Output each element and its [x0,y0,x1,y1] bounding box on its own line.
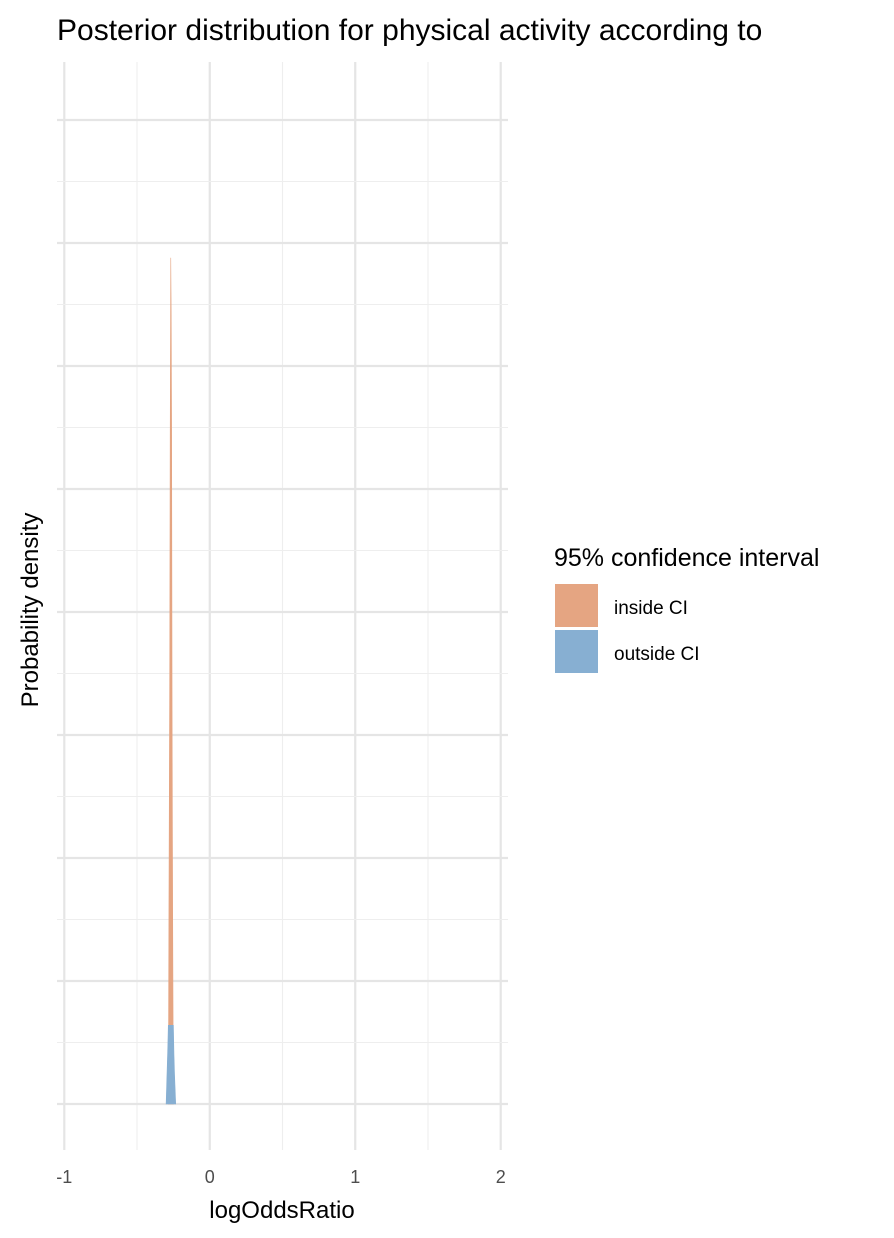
legend-label-inside-ci: inside CI [614,598,688,619]
x-tick-label: 0 [205,1167,215,1187]
legend-swatch-outside-ci [555,630,598,673]
x-axis-label: logOddsRatio [209,1197,354,1224]
x-tick-label: -1 [56,1167,72,1187]
x-tick-label: 2 [496,1167,506,1187]
density-area-outside-ci [165,1024,177,1105]
density-series [165,257,177,1105]
legend: 95% confidence interval inside CI outsid… [554,544,819,673]
density-area-inside-ci [167,257,174,1105]
x-tick-label: 1 [350,1167,360,1187]
grid-lines [57,62,508,1150]
y-axis-label: Probability density [17,513,44,708]
legend-title: 95% confidence interval [554,544,819,572]
legend-swatch-inside-ci [555,584,598,627]
legend-label-outside-ci: outside CI [614,644,700,665]
chart-title: Posterior distribution for physical acti… [57,14,762,47]
x-axis-ticks: -1 0 1 2 [56,1167,505,1187]
